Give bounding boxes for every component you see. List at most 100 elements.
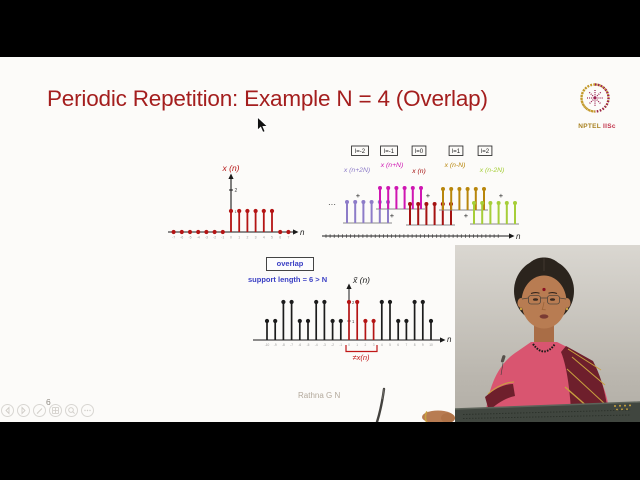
shift-index-box — [380, 145, 398, 156]
logo-text-nptel: NPTEL — [578, 123, 601, 130]
x-tilde-plot: x̃ (n) n ≠x(n) 12-10 -9 -8 -7 -6 -5 -4 -3 -2 -1 0 1… — [253, 275, 452, 362]
x-tick-label: 3 — [255, 236, 257, 240]
stem-dot — [428, 318, 434, 324]
axis-arrow — [440, 337, 446, 343]
axis-arrow — [293, 229, 299, 235]
series-label: x (n+2N) — [343, 167, 370, 174]
monitor-vents — [462, 409, 632, 415]
author-footer: Rathna G N — [298, 391, 341, 400]
x-tick-label: -8 — [282, 343, 285, 347]
stem-dot — [379, 299, 384, 305]
monitor-leds — [614, 404, 631, 411]
stem-dot — [410, 186, 415, 190]
x-tick-label: 6 — [279, 236, 281, 240]
more-options-button[interactable] — [81, 404, 94, 417]
x-tick-label: -3 — [205, 236, 208, 240]
sample-dot — [171, 229, 176, 235]
sample-dot — [187, 229, 193, 235]
stem-dot — [488, 201, 493, 205]
mic-cable — [500, 362, 504, 376]
clip-microphone — [500, 355, 506, 363]
x-tick-label: -1 — [221, 236, 224, 240]
stem-dot — [371, 318, 376, 324]
letterbox-top — [0, 0, 640, 57]
eyebrows — [530, 292, 558, 295]
logo-star — [587, 90, 603, 106]
logo-star-center — [593, 96, 597, 100]
overlap-callout: overlap — [266, 257, 314, 271]
x-tick-label: 10 — [429, 343, 433, 347]
logo-ring-left — [580, 83, 596, 113]
grid-icon — [52, 407, 59, 414]
x-tick-label: -7 — [172, 236, 175, 240]
stem-dot — [457, 187, 462, 191]
stem-dot — [473, 187, 478, 191]
logo-text-iisc: IISc — [603, 123, 616, 130]
sleeve-gold-stripe — [487, 381, 515, 395]
nose — [541, 301, 546, 311]
series-label: x (n-N) — [444, 162, 466, 169]
stem-dot — [402, 186, 407, 190]
presenter-video — [454, 245, 640, 423]
x-tick-label: -9 — [274, 343, 277, 347]
next-slide-button[interactable] — [17, 404, 30, 417]
eye-right — [549, 298, 556, 301]
sample-dot — [179, 229, 184, 235]
shift-index-label: l=0 — [415, 149, 424, 155]
stem-dot — [378, 186, 382, 190]
hair-front — [521, 257, 567, 297]
sample-dot — [278, 229, 283, 235]
shift-index-box — [411, 145, 427, 156]
stem-dot — [338, 318, 343, 324]
zoom-button[interactable] — [65, 404, 78, 417]
series-label: x (n-2N) — [479, 167, 505, 174]
pen-button[interactable] — [33, 404, 46, 417]
x-n-plot: x (n) n 1 2 -7 -6 -5 -4 -3 -2 -1 0 1 2 3 4 5 6 7 — [168, 163, 305, 240]
shifted-copies-xlabel: n — [516, 232, 521, 241]
sample-dot — [204, 229, 209, 235]
series-label: x (n) — [411, 168, 426, 175]
support-length-note: support length = 6 > N — [248, 275, 328, 284]
plus-sign: + — [356, 191, 361, 200]
x-tilde-plot-title: x̃ (n) — [352, 275, 370, 285]
x-n-plot-xlabel: n — [300, 228, 305, 237]
sample-dot — [212, 229, 217, 235]
stem-dot — [424, 202, 429, 206]
mouth — [539, 314, 549, 319]
stem-dot — [228, 208, 234, 214]
logo-text: NPTEL IISc — [566, 123, 628, 130]
stem-dot — [355, 299, 360, 305]
x-tick-label: 8 — [414, 343, 416, 347]
stem-dot — [482, 187, 486, 191]
sample-dot — [196, 229, 201, 235]
slide-grid-button[interactable] — [49, 404, 62, 417]
mismatch-bracket — [345, 345, 378, 353]
stem-dot — [441, 187, 445, 191]
stem-dot — [353, 200, 358, 204]
shift-index-box — [448, 145, 464, 156]
x-tick-label: 3 — [373, 343, 375, 347]
earring-left — [519, 307, 523, 311]
x-tick-label: 1 — [238, 236, 240, 240]
stem-dot — [345, 200, 349, 204]
pen-icon — [36, 408, 43, 414]
stem-dot — [346, 299, 352, 305]
y-tick-label: 1 — [235, 209, 238, 214]
stem-dot — [369, 200, 374, 204]
slide-title: Periodic Repetition: Example N = 4 (Over… — [47, 86, 488, 111]
stem-dot — [419, 186, 423, 190]
x-tick-label: 0 — [348, 343, 350, 347]
axis-arrow — [509, 233, 515, 239]
x-tick-label: -5 — [307, 343, 310, 347]
stem-dot — [472, 201, 476, 205]
stem-dot — [387, 299, 393, 305]
stem-dot — [394, 186, 399, 190]
previous-slide-button[interactable] — [1, 404, 14, 417]
x-tick-label: 7 — [406, 343, 408, 347]
y-tick-label: 2 — [235, 188, 238, 194]
plus-sign: + — [390, 211, 395, 220]
shift-index-box — [477, 145, 493, 156]
monitor-edge — [454, 401, 640, 410]
shift-index-label: l=1 — [452, 149, 461, 155]
shift-index-label: l=-2 — [355, 149, 366, 155]
